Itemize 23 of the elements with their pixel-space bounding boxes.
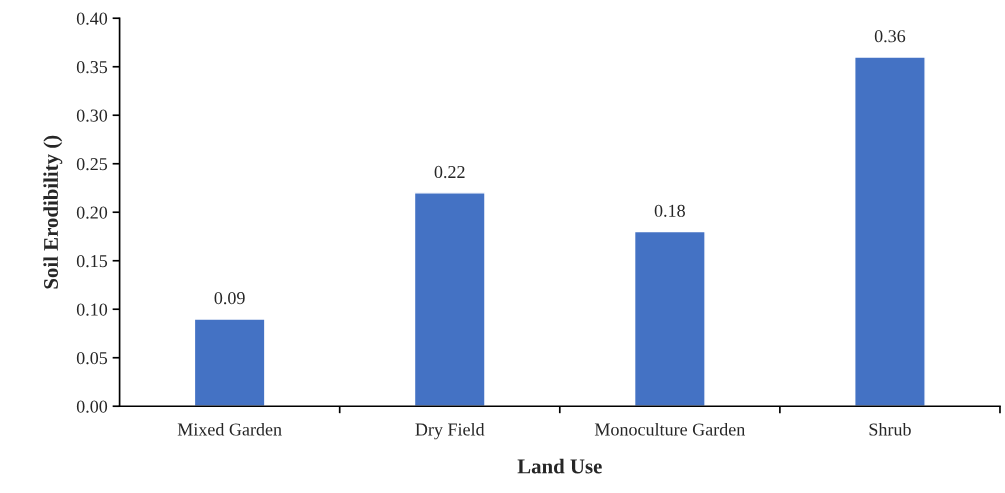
x-tick-label: Dry Field: [415, 422, 485, 440]
y-tick-label: 0.25: [76, 158, 108, 171]
bar: [413, 192, 486, 407]
bar: [854, 56, 926, 407]
x-axis-title: Land Use: [517, 458, 602, 474]
data-label: 0.09: [214, 291, 245, 305]
y-tick-label: 0.30: [76, 109, 108, 122]
data-label: 0.22: [434, 165, 465, 179]
bar: [193, 318, 266, 407]
bar: [633, 230, 706, 407]
y-axis-title: Soil Erodibility (): [43, 135, 63, 289]
y-tick-label: 0.10: [76, 303, 108, 316]
y-tick-label: 0.20: [76, 206, 108, 219]
y-tick-label: 0.15: [76, 254, 108, 268]
x-tick-label: Shrub: [869, 422, 911, 436]
y-tick-label: 0.05: [76, 351, 108, 365]
x-tick-label: Mixed Garden: [177, 422, 282, 436]
x-tick-label: Monoculture Garden: [594, 422, 746, 436]
y-tick-label: 0.00: [76, 400, 108, 413]
y-tick-label: 0.35: [76, 61, 108, 74]
data-label: 0.36: [874, 30, 906, 43]
y-tick-label: 0.40: [76, 12, 108, 25]
data-label: 0.18: [654, 204, 685, 217]
